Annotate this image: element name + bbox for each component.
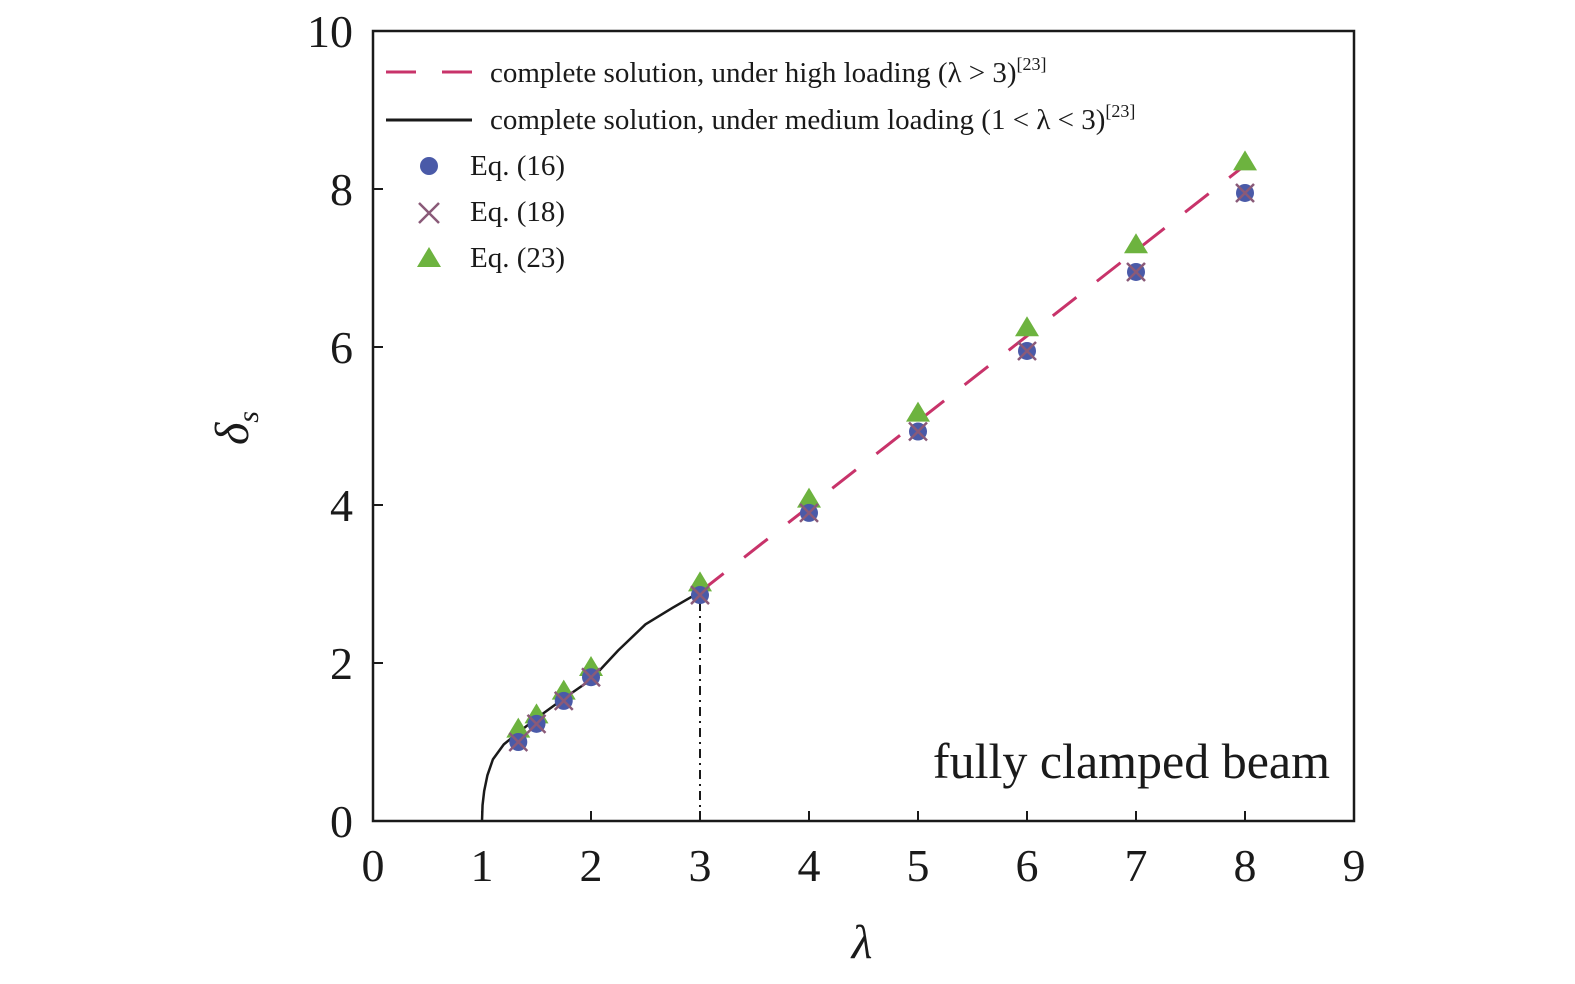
eq18-cross-point [508, 732, 529, 752]
y-tick-label: 8 [330, 164, 353, 215]
y-tick-label: 2 [330, 638, 353, 689]
x-tick-label: 7 [1125, 840, 1148, 891]
eq18-cross-point [799, 503, 819, 523]
x-tick-label: 4 [798, 840, 821, 891]
x-tick-label: 3 [689, 840, 712, 891]
legend-entry-medium-loading: complete solution, under medium loading … [386, 101, 1135, 136]
legend-label-eq23: Eq. (23) [470, 242, 565, 274]
eq23-triangle-point [506, 717, 531, 738]
annotation-fully-clamped-beam: fully clamped beam [933, 733, 1330, 789]
y-tick-label: 0 [330, 796, 353, 847]
y-tick-label: 10 [307, 6, 353, 57]
legend-entry-high-loading: complete solution, under high loading (λ… [386, 54, 1047, 89]
legend-swatch-triangle-marker [417, 247, 441, 267]
legend: complete solution, under high loading (λ… [386, 54, 1135, 274]
y-tick-label: 4 [330, 480, 353, 531]
eq18-cross-point [581, 667, 601, 688]
eq18-cross-point [690, 585, 710, 605]
eq23-triangle-point [1124, 233, 1148, 254]
plot-area [480, 150, 1257, 822]
x-tick-label: 9 [1343, 840, 1366, 891]
legend-swatch-cross-marker [418, 202, 440, 224]
eq18-cross-point [1017, 341, 1037, 361]
legend-label-medium-loading: complete solution, under medium loading … [490, 101, 1135, 136]
y-axis: 0 2 4 6 8 10 [307, 6, 383, 847]
legend-label-high-loading: complete solution, under high loading (λ… [490, 54, 1047, 89]
x-tick-label: 2 [580, 840, 603, 891]
eq18-cross-point [908, 421, 928, 442]
legend-label-eq16: Eq. (16) [470, 150, 565, 182]
x-tick-label: 0 [362, 840, 385, 891]
x-axis-label: λ [850, 916, 873, 969]
legend-entry-eq23: Eq. (23) [417, 242, 565, 274]
plot-frame [371, 29, 1356, 823]
x-tick-label: 8 [1234, 840, 1257, 891]
x-axis: 0 1 2 3 4 5 6 7 8 9 [362, 811, 1366, 891]
eq23-triangle-point [797, 487, 821, 508]
legend-label-eq18: Eq. (18) [470, 196, 565, 228]
eq18-cross-point [1235, 183, 1255, 203]
series-line-high-loading [699, 164, 1246, 594]
x-tick-label: 1 [471, 840, 494, 891]
x-tick-label: 6 [1016, 840, 1039, 891]
legend-entry-eq16: Eq. (16) [420, 150, 565, 182]
eq23-triangle-point [688, 571, 712, 592]
eq23-triangle-point [1233, 150, 1257, 171]
eq18-cross-point [553, 691, 574, 711]
legend-entry-eq18: Eq. (18) [418, 196, 565, 228]
y-tick-label: 6 [330, 322, 353, 373]
legend-swatch-circle-marker [420, 157, 438, 175]
eq18-cross-point [1126, 262, 1146, 282]
eq23-triangle-point [906, 401, 930, 422]
eq23-triangle-point [1015, 316, 1039, 337]
series-line-medium-loading [480, 590, 701, 822]
eq18-cross-point [526, 713, 547, 734]
y-axis-label: δs [206, 411, 265, 445]
x-tick-label: 5 [907, 840, 930, 891]
